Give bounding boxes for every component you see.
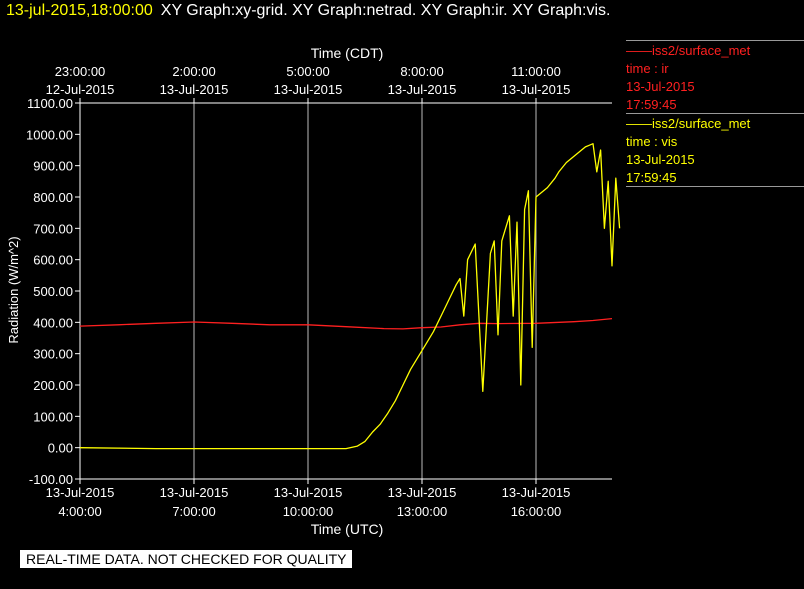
x-tick-label-date: 13-Jul-2015 (46, 485, 115, 500)
top-tick-label-time: 11:00:00 (511, 64, 561, 79)
x-tick-label-time: 4:00:00 (58, 504, 101, 519)
legend-date: 13-Jul-2015 (626, 79, 695, 94)
x-tick-label-date: 13-Jul-2015 (388, 485, 457, 500)
quality-warning: REAL-TIME DATA. NOT CHECKED FOR QUALITY (20, 550, 353, 568)
data-series (79, 143, 621, 450)
top-tick-label-time: 8:00:00 (400, 64, 443, 79)
axis-labels: 13-Jul-2015 4:00:00 13-Jul-2015 7:00:00 13-J… (26, 64, 570, 519)
x-tick-label-date: 13-Jul-2015 (160, 485, 229, 500)
y-tick-label: 1000.00 (26, 127, 73, 142)
x-tick-label-date: 13-Jul-2015 (274, 485, 343, 500)
x-tick-label-time: 16:00:00 (511, 504, 562, 519)
legend-source: ——iss2/surface_met (626, 116, 751, 131)
legend-entry-ir: ——iss2/surface_met time : ir 13-Jul-2015… (626, 40, 804, 114)
y-axis-title: Radiation (W/m^2) (6, 236, 21, 343)
x-tick-label-time: 10:00:00 (283, 504, 334, 519)
legend-divider (626, 186, 804, 187)
legend-time: 17:59:45 (626, 170, 677, 185)
y-tick-label: -100.00 (29, 472, 73, 487)
legend-entry-vis: ——iss2/surface_met time : vis 13-Jul-201… (626, 113, 804, 187)
y-tick-label: 0.00 (48, 441, 73, 456)
legend-divider (626, 113, 804, 114)
legend-date: 13-Jul-2015 (626, 152, 695, 167)
top-tick-label-time: 5:00:00 (286, 64, 329, 79)
x-tick-label-time: 7:00:00 (172, 504, 215, 519)
legend-time: 17:59:45 (626, 97, 677, 112)
y-tick-label: 600.00 (33, 253, 73, 268)
x-axis-title: Time (UTC) (311, 521, 384, 537)
y-tick-label: 300.00 (33, 347, 73, 362)
y-tick-label: 400.00 (33, 315, 73, 330)
top-axis-title: Time (CDT) (311, 45, 384, 61)
series-line-ir (79, 317, 613, 330)
y-tick-label: 700.00 (33, 221, 73, 236)
legend-field: time : ir (626, 61, 669, 76)
window-header: 13-jul-2015,18:00:00 XY Graph:xy-grid. XY… (6, 2, 610, 20)
top-tick-label-date: 13-Jul-2015 (160, 82, 229, 97)
top-tick-label-date: 12-Jul-2015 (46, 82, 115, 97)
axes (75, 98, 612, 484)
y-tick-label: 1100.00 (27, 96, 73, 111)
y-tick-label: 500.00 (33, 284, 73, 299)
series-line-vis (79, 143, 621, 450)
grid-lines (193, 103, 537, 479)
y-tick-label: 100.00 (33, 409, 73, 424)
x-tick-label-date: 13-Jul-2015 (502, 485, 571, 500)
legend-field: time : vis (626, 134, 678, 149)
x-tick-label-time: 13:00:00 (397, 504, 448, 519)
legend-source: ——iss2/surface_met (626, 43, 751, 58)
y-tick-label: 800.00 (33, 190, 73, 205)
top-tick-label-time: 23:00:00 (55, 64, 106, 79)
header-graph-list: XY Graph:xy-grid. XY Graph:netrad. XY Gr… (160, 2, 611, 19)
top-tick-label-date: 13-Jul-2015 (502, 82, 571, 97)
legend-divider (626, 40, 804, 41)
top-tick-label-date: 13-Jul-2015 (274, 82, 343, 97)
top-tick-label-date: 13-Jul-2015 (388, 82, 457, 97)
top-tick-label-time: 2:00:00 (172, 64, 215, 79)
y-tick-label: 200.00 (33, 378, 73, 393)
y-tick-label: 900.00 (33, 159, 73, 174)
header-timestamp: 13-jul-2015,18:00:00 (6, 2, 153, 19)
